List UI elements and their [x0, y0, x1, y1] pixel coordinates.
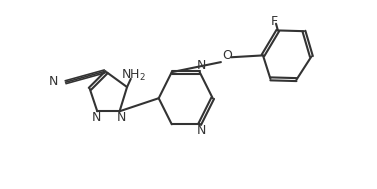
Text: F: F	[271, 15, 278, 28]
Text: N: N	[92, 112, 101, 125]
Text: N: N	[49, 75, 58, 88]
Text: N: N	[196, 59, 206, 72]
Text: N: N	[196, 125, 206, 138]
Text: O: O	[223, 49, 233, 62]
Text: NH$_2$: NH$_2$	[121, 68, 146, 83]
Text: N: N	[117, 112, 126, 125]
